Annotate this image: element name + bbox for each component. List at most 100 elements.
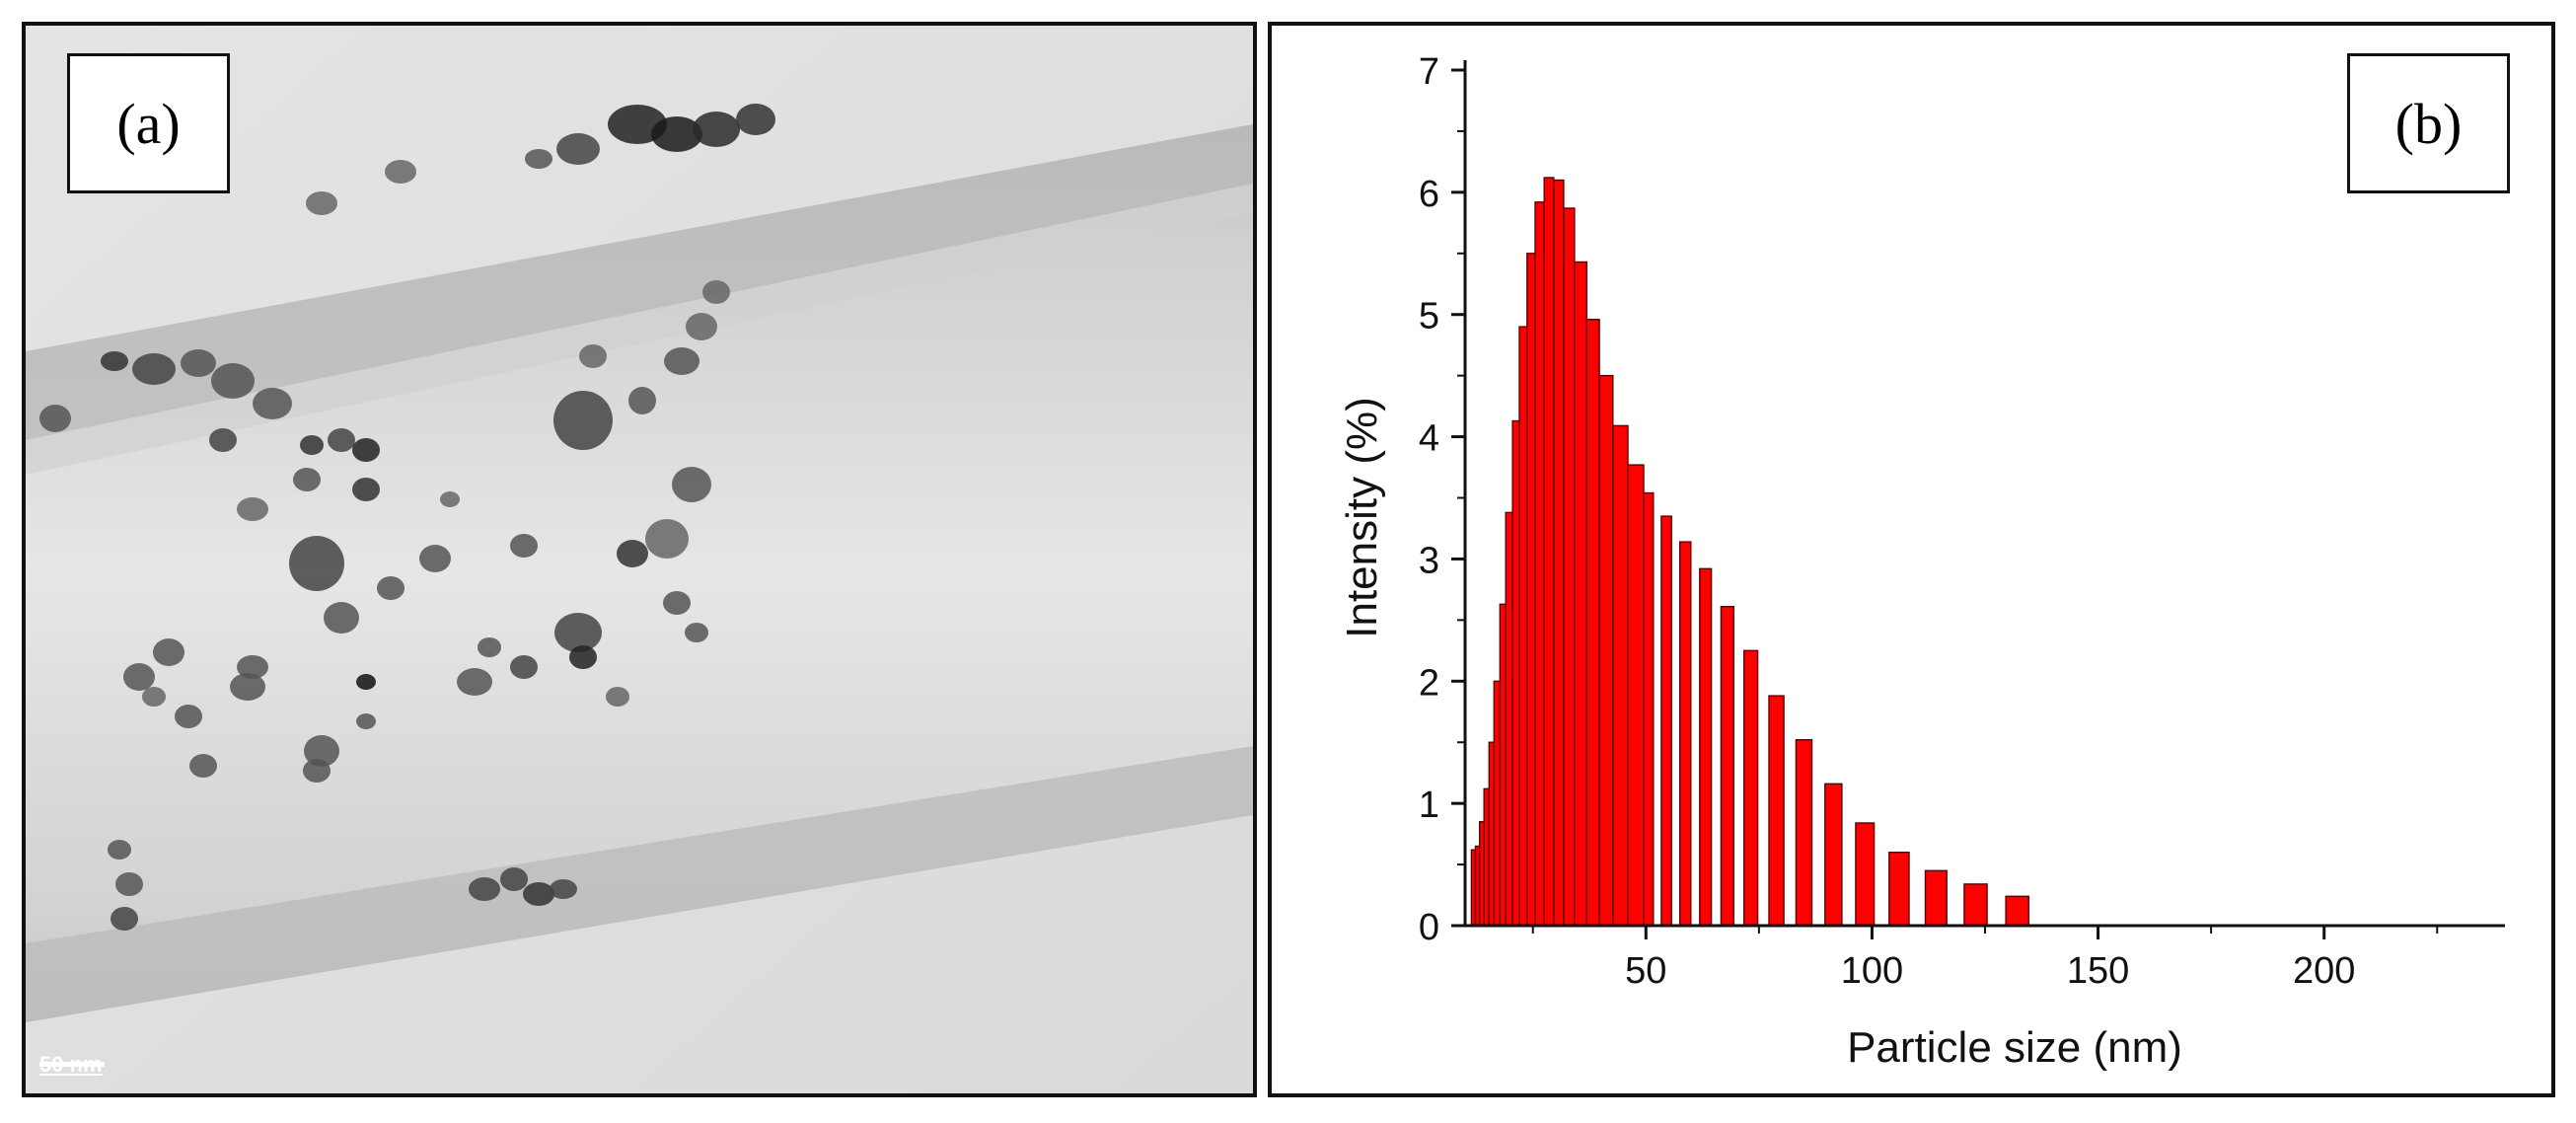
tem-image-panel: (a) 50 nm	[22, 22, 1257, 1097]
y-tick-label: 3	[1419, 540, 1439, 581]
nanoparticles	[39, 104, 775, 931]
bar	[1660, 515, 1672, 927]
nanoparticle	[237, 497, 268, 521]
bar	[1743, 649, 1759, 927]
nanoparticle	[108, 840, 131, 860]
nanoparticle	[385, 160, 416, 184]
nanoparticle	[579, 344, 607, 368]
nanoparticle	[132, 353, 176, 385]
chart-panel: 0 1 2 3 4 5 6 7 50 100 150 200 Particle size (nm) I…	[1268, 22, 2555, 1097]
nanoparticle	[556, 133, 600, 165]
nanoparticle	[306, 191, 337, 215]
nanoparticle	[300, 435, 324, 455]
y-tick-label: 0	[1419, 907, 1439, 948]
nanoparticle	[39, 405, 71, 432]
panel-b-label: (b)	[2347, 53, 2510, 193]
nanoparticle	[181, 349, 216, 377]
nanoparticle	[672, 467, 711, 502]
bar	[1720, 606, 1734, 927]
nanoparticle	[209, 428, 237, 452]
bar	[1924, 869, 1948, 927]
fiber-lower-wall	[26, 746, 1253, 1022]
nanoparticle	[253, 388, 292, 419]
bar	[1627, 464, 1645, 927]
nanoparticle	[230, 673, 265, 701]
bar	[1474, 845, 1481, 927]
nanoparticle	[189, 754, 217, 778]
nanoparticle	[356, 674, 376, 690]
x-tick-label: 150	[2067, 950, 2129, 992]
bar	[1488, 741, 1496, 927]
nanoparticle	[664, 347, 699, 375]
bar	[1855, 822, 1876, 927]
x-tick-label: 50	[1625, 950, 1666, 992]
bar	[1563, 207, 1576, 927]
nanoparticle	[123, 663, 155, 691]
nanoparticle	[510, 655, 538, 679]
nanoparticle	[153, 638, 184, 666]
bar	[1598, 374, 1614, 927]
nanoparticle	[328, 428, 355, 452]
nanoparticle	[510, 534, 538, 558]
nanoparticle	[686, 313, 717, 340]
tem-micrograph	[26, 26, 1253, 1093]
bar	[1493, 680, 1502, 927]
fiber-inner-edge	[26, 184, 1253, 475]
y-tick-label: 7	[1419, 51, 1439, 93]
nanoparticle	[110, 907, 138, 931]
nanoparticle	[440, 491, 460, 507]
particle-size-chart: 0 1 2 3 4 5 6 7 50 100 150 200 Particle size (nm) I…	[1338, 51, 2505, 1072]
nanoparticle	[377, 576, 405, 600]
x-axis-label: Particle size (nm)	[1847, 1023, 2182, 1072]
nanoparticle	[525, 149, 552, 169]
bar	[1824, 783, 1843, 927]
bar	[1768, 695, 1785, 927]
bar	[1511, 419, 1520, 927]
nanoparticle	[500, 867, 528, 891]
bar	[1612, 424, 1629, 927]
nanoparticle	[736, 104, 775, 135]
nanoparticle	[663, 591, 691, 615]
y-tick-label: 6	[1419, 174, 1439, 215]
nanoparticle	[651, 116, 702, 152]
bars-group	[1470, 177, 2029, 927]
bar	[1963, 883, 1988, 927]
nanoparticle	[693, 112, 740, 147]
nanoparticle	[304, 735, 339, 767]
bar	[1679, 541, 1692, 927]
bar	[1505, 511, 1513, 927]
bar	[1499, 603, 1508, 927]
nanoparticle	[293, 468, 321, 491]
nanoparticle	[617, 540, 648, 567]
scale-bar-label: 50 nm	[39, 1052, 103, 1077]
nanoparticle	[289, 536, 344, 591]
bar	[1795, 739, 1813, 927]
bar	[1483, 787, 1490, 927]
y-tick-label: 4	[1419, 418, 1439, 460]
x-tick-label: 100	[1841, 950, 1903, 992]
nanoparticle	[569, 645, 597, 669]
bar	[1699, 567, 1713, 927]
nanoparticle	[211, 363, 255, 399]
y-tick-label: 1	[1419, 785, 1439, 826]
nanoparticle	[457, 668, 492, 696]
scale-bar	[39, 1062, 105, 1067]
bar	[1585, 319, 1600, 927]
nanoparticle	[469, 877, 500, 901]
nanoparticle	[237, 655, 268, 679]
nanoparticle	[352, 478, 380, 501]
nanoparticle	[356, 713, 376, 729]
nanoparticle	[478, 637, 501, 657]
bar	[1534, 201, 1545, 927]
nanoparticle	[553, 391, 613, 450]
nanoparticle	[550, 879, 577, 899]
bar	[1643, 491, 1655, 927]
bar	[1518, 326, 1528, 927]
nanoparticle	[606, 687, 629, 707]
x-tick-label: 200	[2293, 950, 2355, 992]
bar	[1574, 261, 1587, 927]
fiber-upper-wall	[26, 124, 1253, 440]
bar	[1888, 852, 1910, 927]
y-tick-label: 5	[1419, 296, 1439, 337]
nanoparticle	[702, 280, 730, 304]
